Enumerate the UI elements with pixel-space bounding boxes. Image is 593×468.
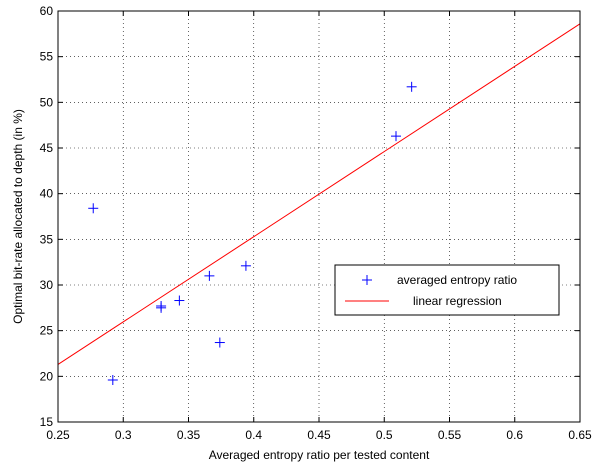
x-tick-label: 0.25 <box>46 428 70 442</box>
y-tick-label: 25 <box>40 324 54 338</box>
y-tick-label: 15 <box>40 415 54 429</box>
regression-line <box>57 23 581 365</box>
data-point <box>204 270 215 281</box>
plot-border <box>57 10 581 423</box>
legend-label-scatter: averaged entropy ratio <box>397 273 517 287</box>
y-tick-label: 20 <box>40 369 54 383</box>
data-point <box>107 374 118 385</box>
y-tick-label: 50 <box>40 95 54 109</box>
legend-marker-scatter <box>362 275 372 285</box>
data-point <box>174 295 185 306</box>
data-point <box>156 302 167 313</box>
x-tick-label: 0.55 <box>438 428 462 442</box>
y-tick-label: 60 <box>40 4 54 18</box>
data-point <box>214 337 225 348</box>
x-tick-label: 0.4 <box>245 428 262 442</box>
x-tick-label: 0.3 <box>115 428 132 442</box>
y-axis-label: Optimal bit-rate allocated to depth (in … <box>11 109 25 324</box>
legend-plus <box>362 275 372 285</box>
data-point <box>406 81 417 92</box>
y-tick-label: 45 <box>40 141 54 155</box>
x-tick-label: 0.6 <box>506 428 523 442</box>
y-tick-label: 35 <box>40 232 54 246</box>
x-tick-label: 0.35 <box>177 428 201 442</box>
data-marks <box>57 23 581 385</box>
x-tick-label: 0.5 <box>376 428 393 442</box>
x-axis-label: Averaged entropy ratio per tested conten… <box>209 448 430 462</box>
y-tick-label: 55 <box>40 50 54 64</box>
y-tick-label: 30 <box>40 278 54 292</box>
ticks: 0.25 0.3 0.35 0.4 0.45 0.5 0.55 0.6 0.65 15 20 25 30… <box>40 4 592 442</box>
x-tick-label: 0.65 <box>568 428 592 442</box>
data-point <box>88 203 99 214</box>
data-point <box>390 131 401 142</box>
y-tick-label: 40 <box>40 187 54 201</box>
legend: averaged entropy ratio linear regression <box>334 264 560 316</box>
x-tick-label: 0.45 <box>307 428 331 442</box>
plot-area <box>58 11 580 422</box>
legend-box <box>334 264 560 316</box>
legend-label-line: linear regression <box>413 294 502 308</box>
data-point <box>240 260 251 271</box>
